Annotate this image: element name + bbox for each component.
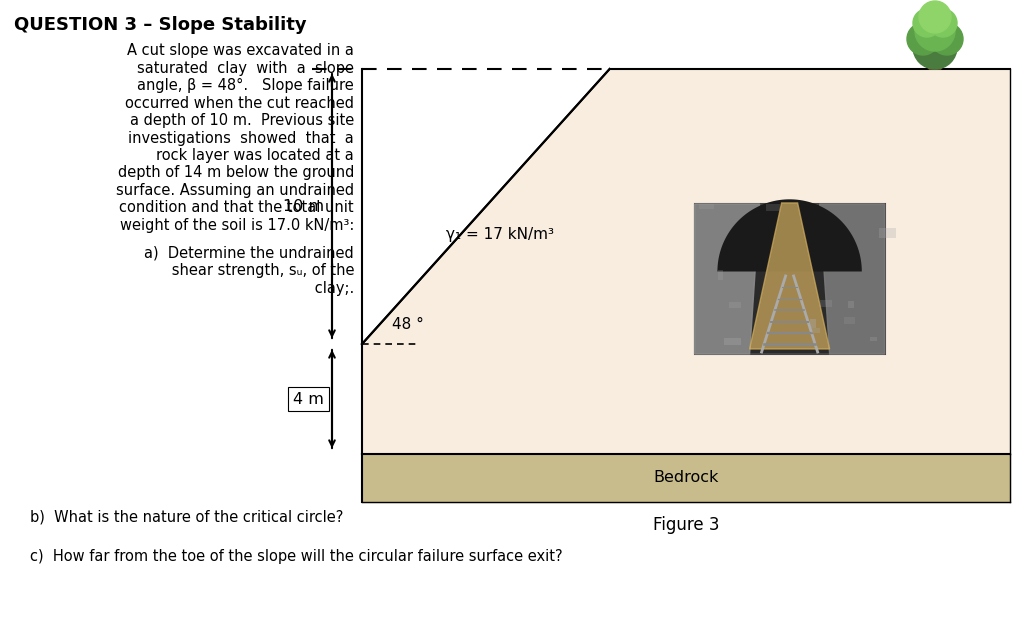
Bar: [848, 300, 854, 308]
Text: b)  What is the nature of the critical circle?: b) What is the nature of the critical ci…: [30, 509, 343, 524]
Text: occurred when the cut reached: occurred when the cut reached: [125, 96, 354, 110]
Polygon shape: [929, 47, 941, 69]
Text: 48 °: 48 °: [392, 317, 424, 332]
Text: Bedrock: Bedrock: [653, 471, 719, 486]
Text: condition and that the total unit: condition and that the total unit: [120, 201, 354, 215]
Circle shape: [919, 1, 951, 33]
Circle shape: [913, 9, 941, 37]
Text: A cut slope was excavated in a: A cut slope was excavated in a: [127, 43, 354, 58]
Bar: [811, 328, 819, 333]
Text: QUESTION 3 – Slope Stability: QUESTION 3 – Slope Stability: [14, 16, 306, 34]
Text: saturated  clay  with  a  slope: saturated clay with a slope: [137, 60, 354, 75]
Bar: [729, 302, 741, 308]
Bar: [766, 204, 780, 212]
Circle shape: [915, 11, 955, 51]
Bar: [810, 319, 816, 328]
Text: surface. Assuming an undrained: surface. Assuming an undrained: [116, 183, 354, 198]
Text: 10 m: 10 m: [283, 199, 324, 214]
Polygon shape: [705, 199, 874, 271]
Circle shape: [907, 23, 939, 55]
Text: angle, β = 48°.   Slope failure: angle, β = 48°. Slope failure: [137, 78, 354, 93]
Polygon shape: [750, 203, 829, 349]
Text: rock layer was located at a: rock layer was located at a: [157, 148, 354, 163]
Bar: [879, 228, 896, 238]
Bar: [869, 337, 878, 341]
Text: clay;.: clay;.: [287, 281, 354, 296]
Polygon shape: [362, 69, 1010, 454]
Bar: [718, 270, 723, 280]
Text: 4 m: 4 m: [293, 392, 324, 407]
Text: investigations  showed  that  a: investigations showed that a: [128, 131, 354, 146]
Polygon shape: [362, 454, 1010, 502]
Text: shear strength, sᵤ, of the: shear strength, sᵤ, of the: [143, 263, 354, 278]
Text: depth of 14 m below the ground: depth of 14 m below the ground: [118, 165, 354, 181]
Circle shape: [913, 25, 957, 69]
Circle shape: [931, 23, 963, 55]
Bar: [724, 338, 740, 346]
Text: a)  Determine the undrained: a) Determine the undrained: [144, 246, 354, 260]
Text: a depth of 10 m.  Previous site: a depth of 10 m. Previous site: [130, 113, 354, 128]
Bar: [694, 204, 885, 354]
Text: c)  How far from the toe of the slope will the circular failure surface exit?: c) How far from the toe of the slope wil…: [30, 549, 562, 564]
Text: weight of the soil is 17.0 kN/m³:: weight of the soil is 17.0 kN/m³:: [120, 218, 354, 233]
Bar: [844, 317, 855, 324]
Circle shape: [929, 9, 957, 37]
Bar: [820, 300, 833, 307]
Polygon shape: [819, 204, 885, 354]
Text: γ₁ = 17 kN/m³: γ₁ = 17 kN/m³: [446, 226, 554, 241]
Text: Figure 3: Figure 3: [652, 516, 719, 534]
Bar: [698, 204, 715, 209]
Polygon shape: [694, 204, 760, 354]
